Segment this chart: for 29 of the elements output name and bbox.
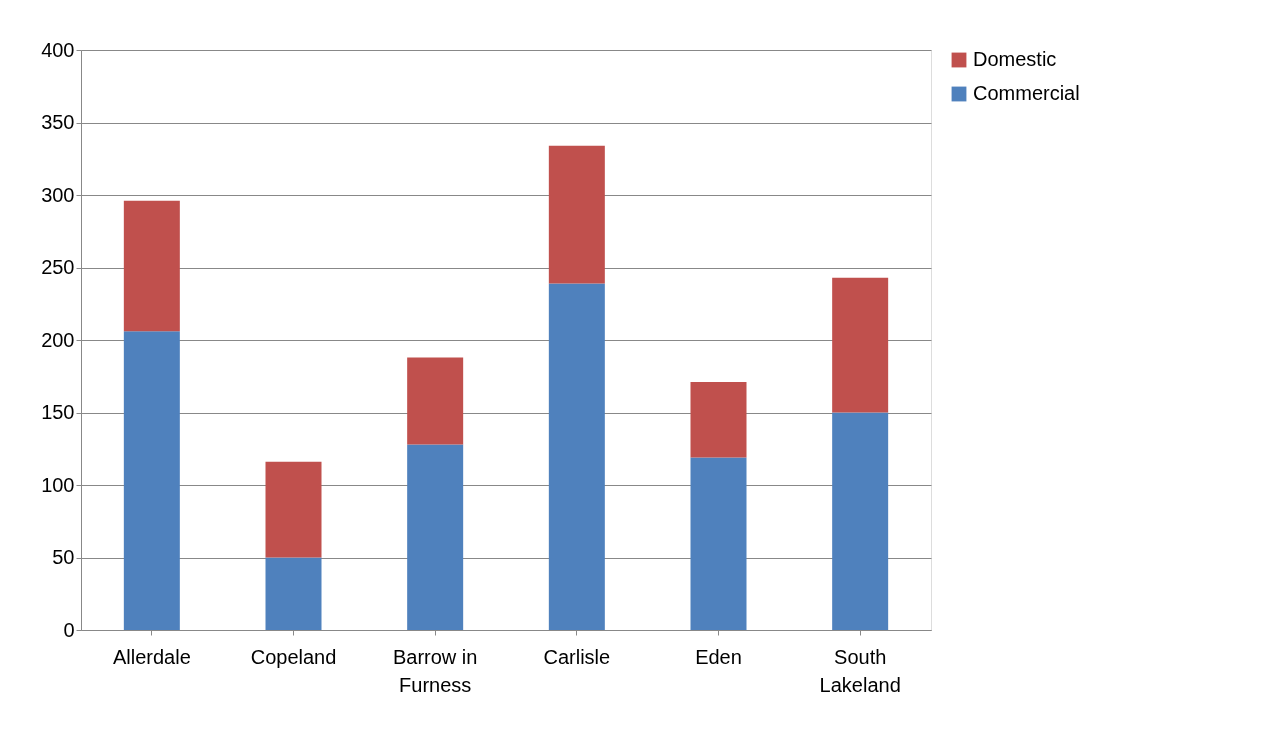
x-tick-label: Copeland bbox=[250, 645, 337, 668]
bar bbox=[265, 557, 322, 630]
bar bbox=[123, 200, 180, 332]
x-tick-label: South Lakeland bbox=[819, 645, 901, 696]
x-tick-label: Carlisle bbox=[543, 645, 611, 668]
y-tick-label: 50 bbox=[52, 546, 75, 568]
y-tick-label: 300 bbox=[41, 183, 75, 206]
bar bbox=[690, 382, 747, 458]
x-tick-label: Eden bbox=[695, 645, 742, 668]
legend-label: Domestic bbox=[973, 48, 1057, 70]
bar bbox=[832, 277, 889, 413]
legend-label: Commercial bbox=[973, 82, 1080, 104]
x-tick-label: Allerdale bbox=[112, 645, 191, 668]
y-tick-label: 250 bbox=[41, 256, 75, 278]
y-tick-label: 150 bbox=[41, 401, 75, 423]
bar bbox=[407, 357, 464, 445]
y-tick-label: 400 bbox=[41, 38, 75, 61]
x-tick-label: Barrow in Furness bbox=[392, 645, 478, 696]
y-tick-label: 100 bbox=[41, 473, 75, 496]
y-tick-label: 350 bbox=[41, 111, 75, 133]
bar bbox=[407, 444, 464, 630]
y-tick-label: 0 bbox=[63, 618, 75, 641]
bar bbox=[690, 457, 747, 630]
bar bbox=[265, 461, 322, 558]
bar bbox=[548, 145, 605, 284]
y-tick-label: 200 bbox=[41, 328, 75, 351]
bar bbox=[123, 331, 180, 630]
bar bbox=[548, 283, 605, 630]
bar bbox=[832, 412, 889, 630]
